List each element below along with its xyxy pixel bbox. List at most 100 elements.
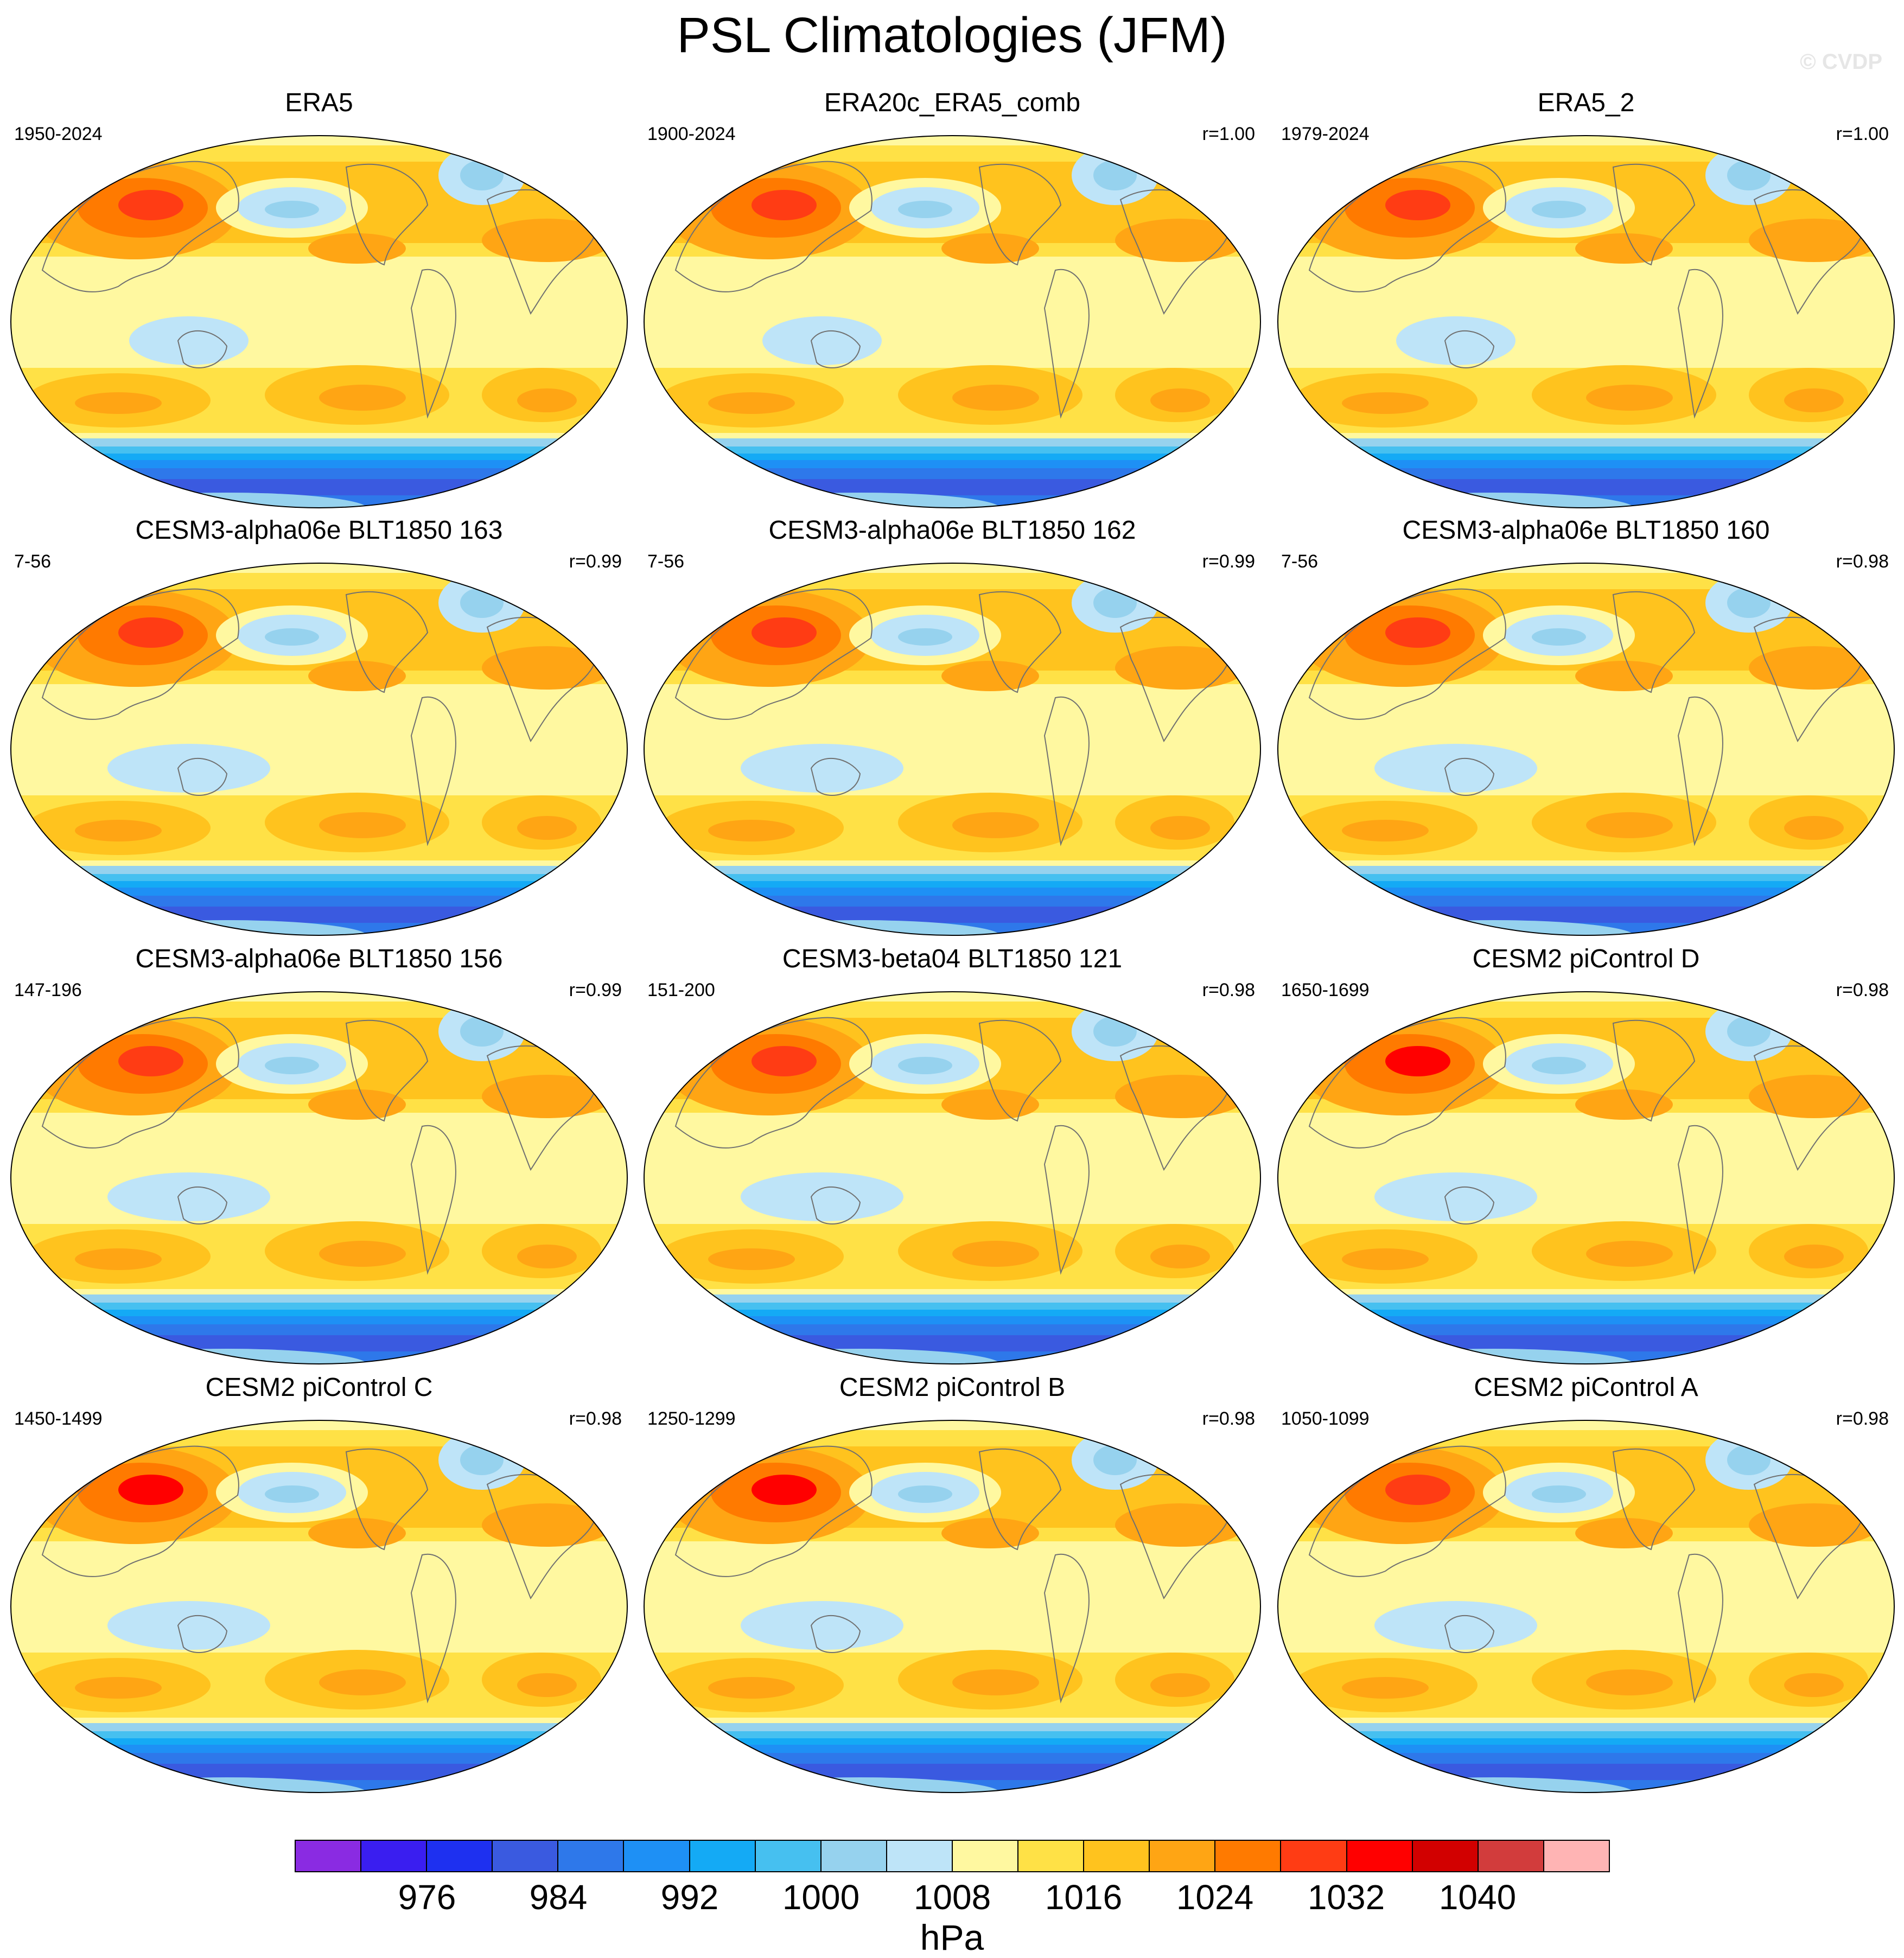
coastline xyxy=(810,1615,861,1653)
coastline xyxy=(1043,696,1090,846)
psl-contour xyxy=(1342,392,1429,414)
psl-contour xyxy=(319,812,406,838)
psl-contour xyxy=(460,1445,504,1475)
colorbar-swatch xyxy=(624,1841,690,1871)
panel-title: CESM3-alpha06e BLT1850 162 xyxy=(768,516,1136,545)
psl-map xyxy=(644,563,1261,936)
psl-contour xyxy=(517,1245,577,1268)
psl-contour xyxy=(1342,1677,1429,1699)
panel-period: 7-56 xyxy=(1281,551,1319,572)
colorbar-swatch xyxy=(558,1841,625,1871)
psl-contour xyxy=(265,1057,319,1074)
psl-contour xyxy=(460,160,504,190)
psl-contour xyxy=(1385,1475,1450,1505)
psl-band xyxy=(11,479,627,495)
coastline xyxy=(1677,1125,1723,1275)
panel-period: 1979-2024 xyxy=(1281,124,1370,144)
coastline xyxy=(345,591,429,693)
coastline xyxy=(177,757,228,796)
colorbar-swatch xyxy=(493,1841,559,1871)
psl-band xyxy=(644,1335,1260,1351)
figure-title: PSL Climatologies (JFM) xyxy=(677,8,1227,63)
colorbar-swatch xyxy=(952,1841,1019,1871)
map-outline xyxy=(644,563,1261,936)
psl-contour xyxy=(952,385,1039,411)
panel-title: CESM3-alpha06e BLT1850 160 xyxy=(1402,516,1770,545)
psl-contour xyxy=(75,820,162,841)
psl-contour xyxy=(482,219,612,262)
coastline xyxy=(1677,269,1723,419)
coastline xyxy=(1444,1186,1495,1224)
colorbar-swatch xyxy=(361,1841,428,1871)
psl-contour xyxy=(1115,219,1245,262)
map-panel: CESM3-alpha06e BLT1850 156 147-196 r=0.99 xyxy=(4,943,634,1372)
psl-band xyxy=(644,1541,1260,1617)
colorbar-tick-label: 1016 xyxy=(1045,1878,1123,1917)
psl-contour xyxy=(898,628,952,646)
psl-contour xyxy=(952,1669,1039,1695)
colorbar-swatch xyxy=(1412,1841,1479,1871)
colorbar-tick-label: 1032 xyxy=(1307,1878,1385,1917)
psl-contour xyxy=(265,1485,319,1503)
coastline xyxy=(1043,1125,1090,1275)
psl-map xyxy=(10,563,628,936)
colorbar-swatch xyxy=(887,1841,953,1871)
colorbar-units: hPa xyxy=(920,1917,984,1957)
panel-correlation: r=0.99 xyxy=(569,551,622,572)
psl-contour xyxy=(319,385,406,411)
colorbar-swatch xyxy=(1084,1841,1150,1871)
panel-period: 1450-1499 xyxy=(14,1408,103,1429)
psl-contour xyxy=(1575,1518,1673,1548)
panel-correlation: r=0.98 xyxy=(1836,980,1889,1000)
psl-contour xyxy=(517,816,577,840)
psl-contour xyxy=(898,201,952,218)
psl-contour xyxy=(1093,160,1137,190)
coastline xyxy=(1612,1019,1696,1122)
psl-contour xyxy=(1727,1445,1771,1475)
psl-contour xyxy=(308,1518,406,1548)
psl-contour xyxy=(1374,1172,1537,1221)
psl-contour xyxy=(941,1518,1039,1548)
psl-contour xyxy=(107,744,270,793)
psl-contour xyxy=(1093,588,1137,618)
psl-contour xyxy=(1385,190,1450,220)
psl-contour xyxy=(129,316,249,365)
psl-contour xyxy=(1150,816,1210,840)
psl-band xyxy=(1278,907,1894,923)
colorbar-tick-label: 976 xyxy=(398,1878,456,1917)
psl-band xyxy=(11,1541,627,1617)
colorbar xyxy=(295,1840,1610,1872)
psl-contour xyxy=(308,661,406,691)
psl-contour xyxy=(952,812,1039,838)
psl-contour xyxy=(1115,646,1245,690)
map-outline xyxy=(1277,135,1895,508)
coastline xyxy=(978,1448,1062,1551)
colorbar-swatch xyxy=(821,1841,887,1871)
psl-contour xyxy=(1749,1503,1879,1547)
psl-map xyxy=(10,135,628,508)
coastline xyxy=(1677,696,1723,846)
psl-contour xyxy=(708,820,795,841)
map-panel: ERA20c_ERA5_comb 1900-2024 r=1.00 xyxy=(638,87,1267,515)
psl-contour xyxy=(741,744,903,793)
coastline xyxy=(410,1125,456,1275)
psl-map xyxy=(1277,135,1895,508)
psl-contour xyxy=(752,1475,817,1505)
coastline xyxy=(345,1448,429,1551)
panel-period: 147-196 xyxy=(14,980,82,1000)
panel-title: ERA20c_ERA5_comb xyxy=(824,88,1081,117)
psl-contour xyxy=(107,1601,270,1650)
map-outline xyxy=(1277,563,1895,936)
map-outline xyxy=(1277,991,1895,1364)
colorbar-swatch xyxy=(296,1841,362,1871)
panel-correlation: r=0.98 xyxy=(569,1408,622,1429)
psl-contour xyxy=(118,1475,183,1505)
psl-contour xyxy=(75,392,162,414)
psl-contour xyxy=(941,661,1039,691)
psl-contour xyxy=(1342,1248,1429,1270)
map-panel: CESM3-beta04 BLT1850 121 151-200 r=0.98 xyxy=(638,943,1267,1372)
colorbar-swatch xyxy=(1478,1841,1544,1871)
psl-band xyxy=(1278,257,1894,333)
psl-contour xyxy=(752,190,817,220)
psl-contour xyxy=(1586,812,1673,838)
